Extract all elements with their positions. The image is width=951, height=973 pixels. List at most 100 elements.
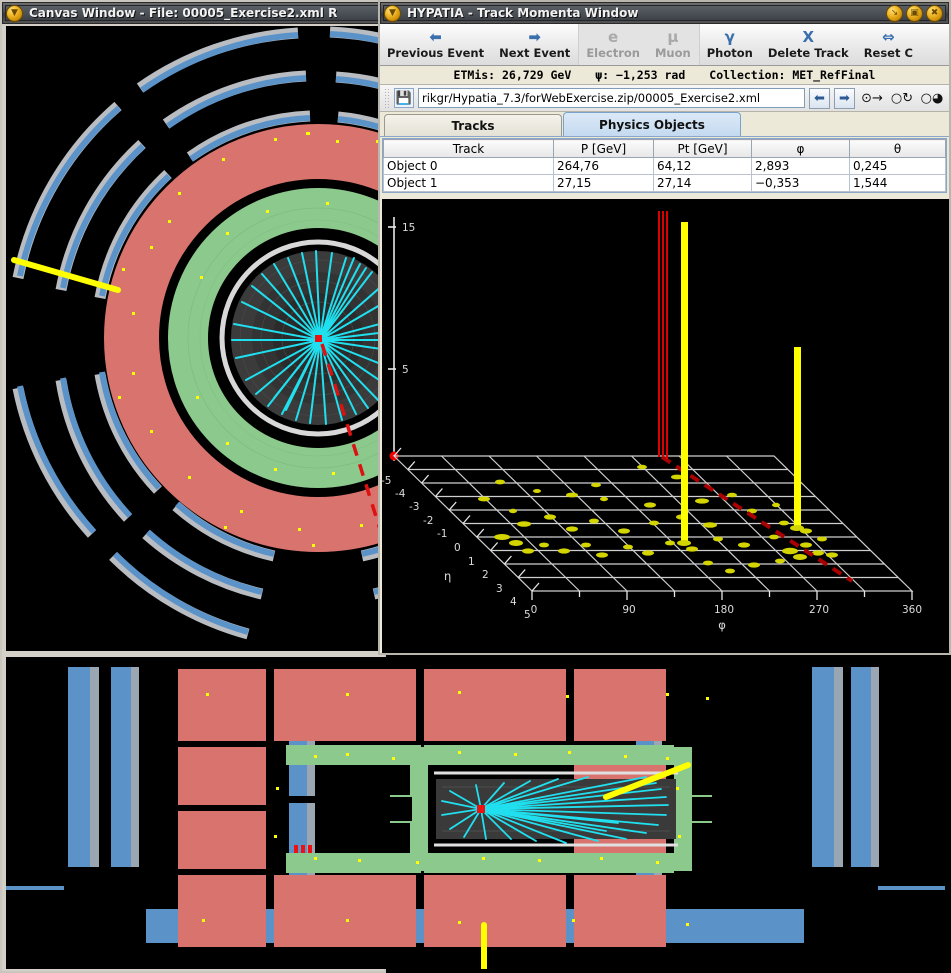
muon-icon: μ	[667, 27, 679, 46]
cell-pt: 27,14	[653, 174, 752, 192]
eta-tick--4: -4	[395, 488, 406, 500]
app-orb-icon: ▼	[384, 4, 401, 22]
cell-pt: 64,12	[653, 157, 752, 175]
table-row[interactable]: Object 1 27,15 27,14 −0,353 1,544	[383, 174, 946, 192]
eta-tick--3: -3	[409, 501, 419, 513]
longitudinal-detector-svg	[6, 657, 945, 969]
close-button[interactable]: ✖	[926, 4, 943, 22]
delete-track-button[interactable]: X Delete Track	[761, 24, 857, 65]
electron-button: e Electron	[578, 24, 648, 65]
eta-tick-5: 5	[524, 609, 531, 621]
path-back-button[interactable]: ⬅	[809, 87, 830, 109]
cell-theta: 1,544	[849, 174, 946, 192]
muon-tower-2[interactable]	[790, 347, 804, 531]
path-forward-button[interactable]: ➡	[834, 87, 855, 109]
tab-physics-objects[interactable]: Physics Objects	[563, 112, 741, 136]
muon-button: μ Muon	[647, 24, 699, 65]
window-controls: ↘ ▣ ✖	[886, 4, 945, 22]
met-phi-value: ψ: −1,253 rad	[595, 68, 686, 82]
rz-vertex	[477, 805, 485, 813]
reset-canvas-icon: ⇔	[882, 27, 895, 46]
previous-event-button[interactable]: ⬅ Previous Event	[380, 24, 492, 65]
column-phi[interactable]: φ	[751, 139, 850, 158]
solenoid-lines	[434, 771, 678, 847]
physics-objects-table: Track P [GeV] Pt [GeV] φ θ Object 0 264,…	[382, 138, 947, 193]
eta-tick-labels: -5 -4 -3 -2 -1 0 1 2 3 4 5	[382, 475, 531, 621]
phi-tick-180: 180	[714, 604, 734, 616]
electron-label: Electron	[586, 45, 640, 60]
table-header-row: Track P [GeV] Pt [GeV] φ θ	[383, 139, 946, 158]
eta-tick-3: 3	[496, 583, 503, 595]
app-orb-icon: ▼	[6, 4, 23, 22]
hypatia-window: ▼ HYPATIA - Track Momenta Window ↘ ▣ ✖ ⬅…	[378, 0, 951, 655]
photon-label: Photon	[706, 45, 753, 60]
eta-tick-0: 0	[454, 542, 461, 554]
interaction-vertex	[315, 335, 322, 342]
right-arrow-icon: ➡	[528, 27, 541, 46]
rz-muon-tracks[interactable]	[481, 762, 691, 969]
photon-icon: γ	[724, 27, 735, 46]
minimize-button[interactable]: ↘	[886, 4, 903, 22]
color-palette-icon[interactable]: ○◕	[920, 90, 944, 106]
muon-tower-1[interactable]	[677, 222, 691, 546]
met-info-bar: ETMis: 26,729 GeV ψ: −1,253 rad Collecti…	[380, 66, 949, 85]
tab-tracks[interactable]: Tracks	[384, 114, 562, 136]
canvas-window-title: Canvas Window - File: 00005_Exercise2.xm…	[29, 6, 338, 20]
reset-canvas-label: Reset C	[863, 45, 913, 60]
previous-event-label: Previous Event	[387, 45, 485, 60]
column-pt[interactable]: Pt [GeV]	[653, 139, 752, 158]
eta-phi-lego-plot[interactable]: 15 5	[382, 199, 949, 653]
rz-tracks[interactable]	[441, 776, 669, 844]
eta-tick--1: -1	[437, 528, 447, 540]
met-marker[interactable]	[658, 211, 668, 459]
delete-track-label: Delete Track	[767, 45, 849, 60]
electron-icon: e	[608, 27, 619, 46]
eta-tick-4: 4	[510, 596, 517, 608]
longitudinal-detector-view[interactable]	[6, 657, 945, 969]
maximize-button[interactable]: ▣	[906, 4, 923, 22]
met-floor-line	[660, 455, 854, 583]
met-collection-value: Collection: MET_RefFinal	[709, 68, 876, 82]
eta-axis-label: η	[444, 569, 451, 583]
rotate-loop-icon[interactable]: ○↻	[890, 90, 914, 106]
z-tick-15: 15	[402, 222, 415, 234]
next-event-label: Next Event	[499, 45, 571, 60]
photon-button[interactable]: γ Photon	[698, 24, 761, 65]
table-row[interactable]: Object 0 264,76 64,12 2,893 0,245	[383, 157, 946, 175]
save-icon[interactable]: 💾	[394, 88, 414, 108]
hypatia-titlebar[interactable]: ▼ HYPATIA - Track Momenta Window ↘ ▣ ✖	[380, 2, 949, 24]
cell-p: 27,15	[553, 174, 654, 192]
cell-phi: 2,893	[751, 157, 850, 175]
phi-tick-360: 360	[902, 604, 922, 616]
column-track[interactable]: Track	[383, 139, 554, 158]
cell-p: 264,76	[553, 157, 654, 175]
eta-tick-2: 2	[482, 569, 489, 581]
column-theta[interactable]: θ	[849, 139, 946, 158]
rz-hits	[202, 691, 709, 926]
cell-track: Object 0	[383, 157, 554, 175]
object-tabs: Tracks Physics Objects	[380, 112, 949, 137]
delete-track-icon: X	[802, 27, 815, 46]
calorimeter-cell-tiles	[478, 464, 838, 574]
column-p[interactable]: P [GeV]	[553, 139, 654, 158]
hypatia-window-title: HYPATIA - Track Momenta Window	[407, 6, 639, 20]
next-event-button[interactable]: ➡ Next Event	[492, 24, 578, 65]
phi-tick-0: 0	[531, 604, 538, 616]
phi-axis-ticks	[531, 591, 913, 600]
cell-phi: −0,353	[751, 174, 850, 192]
eta-tick-1: 1	[468, 556, 475, 568]
lego-plot-svg: 15 5	[382, 199, 949, 653]
phi-tick-270: 270	[809, 604, 829, 616]
eta-tick--5: -5	[382, 475, 391, 487]
em-calorimeter-blocks	[286, 745, 712, 873]
muon-label: Muon	[654, 45, 691, 60]
z-tick-5: 5	[402, 364, 409, 376]
pick-target-icon[interactable]: ⊙→	[861, 90, 883, 106]
eta-tick--2: -2	[423, 515, 433, 527]
toolbar-grip[interactable]	[384, 88, 390, 108]
event-toolbar: ⬅ Previous Event ➡ Next Event e Electron…	[380, 24, 949, 66]
reset-canvas-button[interactable]: ⇔ Reset C	[857, 24, 921, 65]
canvas-window-titlebar[interactable]: ▼ Canvas Window - File: 00005_Exercise2.…	[2, 2, 384, 24]
file-path-input[interactable]: rikgr/Hypatia_7.3/forWebExercise.zip/000…	[418, 88, 805, 108]
